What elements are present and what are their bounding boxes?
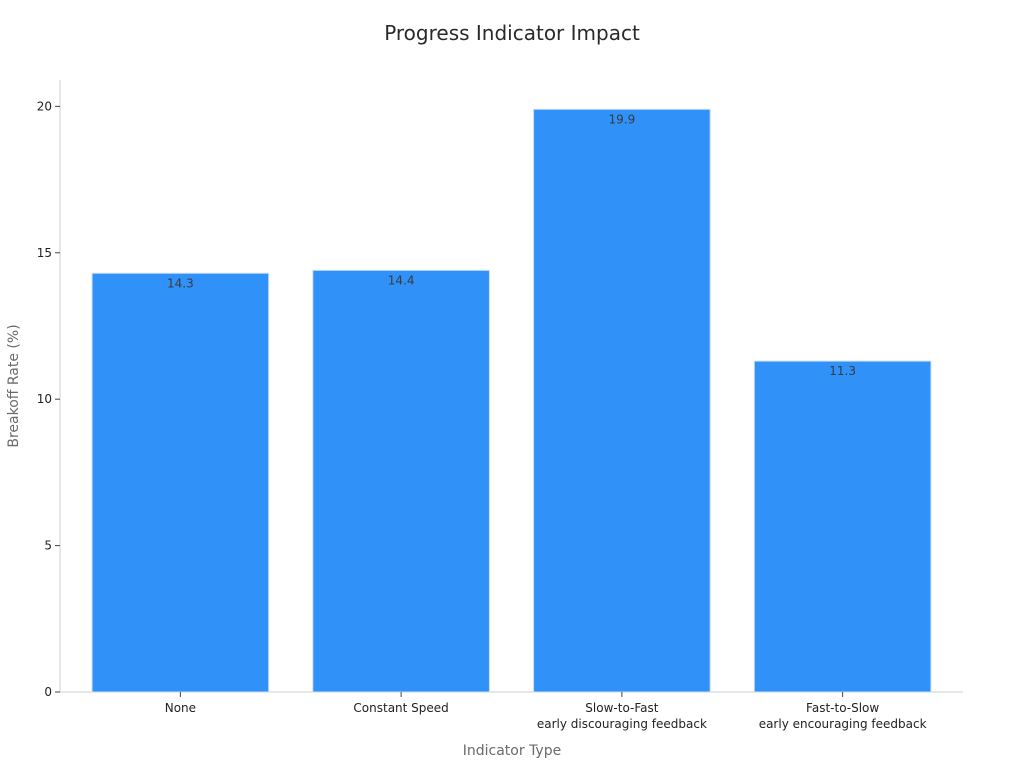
x-tick-label: Fast-to-Slow [806, 701, 879, 715]
bar [91, 272, 270, 693]
y-axis-ticks: 0 5 10 15 20 [37, 99, 60, 699]
bar-value-label: 14.3 [167, 276, 194, 290]
bar-value-label: 14.4 [388, 273, 415, 287]
y-tick-label: 5 [44, 539, 52, 553]
y-tick-label: 20 [37, 99, 52, 113]
x-tick-label: early encouraging feedback [759, 717, 927, 731]
y-tick-label: 10 [37, 392, 52, 406]
x-tick-label: None [165, 701, 196, 715]
x-tick-label: Slow-to-Fast [585, 701, 658, 715]
y-tick-label: 0 [44, 685, 52, 699]
bar-series: 14.3 14.4 19.9 11.3 [91, 108, 932, 693]
x-tick-label: Constant Speed [353, 701, 448, 715]
y-axis-label: Breakoff Rate (%) [6, 324, 22, 447]
bar [533, 108, 711, 693]
chart-title: Progress Indicator Impact [384, 21, 640, 45]
x-axis-label: Indicator Type [463, 743, 561, 759]
x-tick-label: early discouraging feedback [537, 717, 707, 731]
bar [753, 360, 932, 693]
bar-value-label: 11.3 [829, 364, 856, 378]
x-axis-ticks: None Constant Speed Slow-to-Fast early disc… [165, 692, 927, 731]
y-tick-label: 15 [37, 246, 52, 260]
bar [312, 269, 490, 693]
bar-value-label: 19.9 [609, 112, 636, 126]
